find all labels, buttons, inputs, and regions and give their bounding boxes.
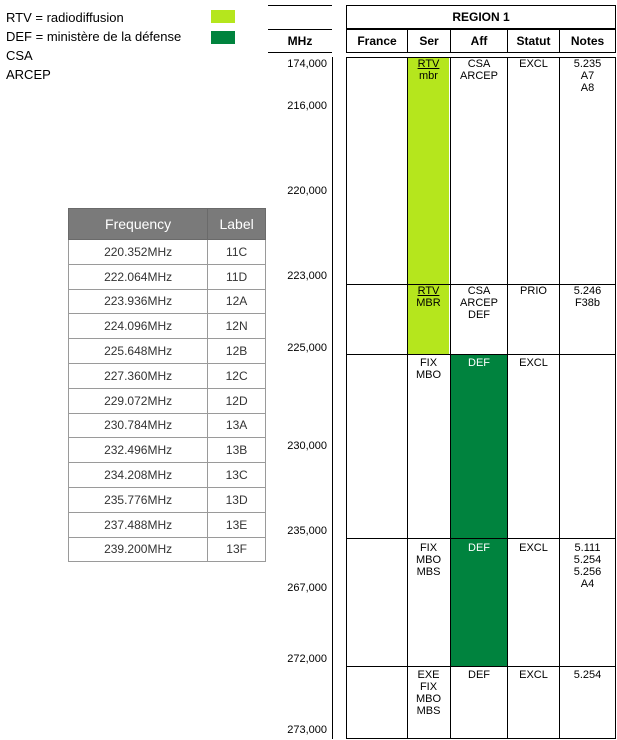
row1-ser: RTV mbr — [417, 58, 440, 82]
frequency-row: 239.200MHz 13F — [67, 536, 266, 563]
frequency-cell: 220.352MHz — [67, 239, 209, 265]
frequency-cell: 237.488MHz — [67, 511, 209, 538]
rtv-band-fill — [408, 58, 449, 354]
frequency-cell: 234.208MHz — [67, 462, 209, 488]
label-cell: 13A — [207, 412, 266, 439]
label-cell: 12B — [207, 338, 266, 364]
mhz-label: 273,000 — [287, 724, 327, 736]
row4-ser: FIX MBO MBS — [415, 542, 442, 578]
label-cell: 12C — [207, 362, 266, 389]
col-divider — [507, 57, 508, 739]
legend-rtv: RTV = radiodiffusion — [6, 10, 124, 25]
frequency-row: 237.488MHz 13E — [67, 511, 266, 538]
label-cell: 13F — [207, 536, 266, 563]
frequency-cell: 229.072MHz — [67, 387, 209, 414]
frequency-row: 230.784MHz 13A — [67, 412, 266, 439]
header-ser: Ser — [408, 30, 451, 52]
mhz-label: 223,000 — [287, 270, 327, 282]
legend-def: DEF = ministère de la défense — [6, 29, 182, 44]
mhz-label: 174,000 — [287, 58, 327, 70]
frequency-row: 232.496MHz 13B — [67, 437, 266, 464]
row1-notes: 5.235 A7 A8 — [573, 58, 602, 94]
label-cell: 12A — [207, 288, 266, 315]
row-divider — [346, 354, 616, 355]
row1-statut: EXCL — [519, 58, 548, 70]
row-divider — [346, 538, 616, 539]
row3-statut: EXCL — [519, 357, 548, 369]
row3-aff: DEF — [468, 357, 490, 369]
frequency-cell: 232.496MHz — [67, 437, 209, 464]
header-statut: Statut — [508, 30, 560, 52]
frequency-row: 222.064MHz 11D — [67, 263, 266, 290]
label-cell: 12D — [207, 387, 266, 414]
col-divider — [407, 57, 408, 739]
row4-statut: EXCL — [519, 542, 548, 554]
frequency-table: Frequency Label 220.352MHz 11C 222.064MHz 1… — [67, 208, 266, 563]
row4-notes: 5.111 5.254 5.256 A4 — [573, 542, 602, 590]
mhz-label: 267,000 — [287, 582, 327, 594]
label-cell: 12N — [207, 313, 266, 340]
row5-notes: 5.254 — [573, 669, 602, 681]
frequency-cell: 223.936MHz — [67, 288, 209, 315]
label-cell: 13C — [207, 462, 266, 488]
mhz-label: 220,000 — [287, 185, 327, 197]
row5-aff: DEF — [468, 669, 490, 681]
mhz-label: 225,000 — [287, 342, 327, 354]
mhz-column — [268, 57, 333, 739]
row4-aff: DEF — [468, 542, 490, 554]
frequency-row: 225.648MHz 12B — [67, 338, 266, 364]
row5-statut: EXCL — [519, 669, 548, 681]
header-france: France — [347, 30, 408, 52]
legend-arcep: ARCEP — [6, 67, 51, 82]
frequency-cell: 230.784MHz — [67, 412, 209, 439]
legend-def-swatch — [211, 31, 235, 44]
frequency-row: 234.208MHz 13C — [67, 462, 266, 488]
label-header: Label — [207, 208, 266, 240]
label-cell: 13B — [207, 437, 266, 464]
frequency-row: 227.360MHz 12C — [67, 362, 266, 389]
label-cell: 13E — [207, 511, 266, 538]
label-cell: 13D — [207, 486, 266, 513]
frequency-row: 224.096MHz 12N — [67, 313, 266, 340]
label-cell: 11D — [207, 263, 266, 290]
mhz-label: 230,000 — [287, 440, 327, 452]
legend-rtv-swatch — [211, 10, 235, 23]
region-header-row: France Ser Aff Statut Notes — [346, 29, 616, 53]
header-notes: Notes — [570, 34, 605, 48]
row2-aff: CSA ARCEP DEF — [460, 285, 498, 321]
row2-ser: RTV MBR — [416, 285, 441, 309]
frequency-cell: 239.200MHz — [67, 536, 209, 563]
mhz-label: 235,000 — [287, 525, 327, 537]
mhz-label: 272,000 — [287, 653, 327, 665]
def-band-fill — [451, 355, 507, 667]
mhz-top-border — [268, 5, 332, 6]
row2-notes: 5.246 F38b — [573, 285, 602, 309]
label-cell: 11C — [207, 239, 266, 265]
frequency-cell: 224.096MHz — [67, 313, 209, 340]
frequency-row: 220.352MHz 11C — [67, 239, 266, 265]
col-divider — [559, 57, 560, 739]
frequency-row: 229.072MHz 12D — [67, 387, 266, 414]
frequency-cell: 235.776MHz — [67, 486, 209, 513]
legend-csa: CSA — [6, 48, 33, 63]
frequency-row: 235.776MHz 13D — [67, 486, 266, 513]
frequency-header: Frequency — [67, 208, 209, 240]
frequency-cell: 222.064MHz — [67, 263, 209, 290]
row-divider — [346, 284, 616, 285]
row1-aff: CSA ARCEP — [460, 58, 498, 82]
region-body — [346, 57, 616, 739]
row5-ser: EXE FIX MBO MBS — [415, 669, 442, 717]
mhz-header: MHz — [268, 29, 332, 53]
frequency-cell: 227.360MHz — [67, 362, 209, 389]
row2-statut: PRIO — [520, 285, 547, 297]
frequency-row: 223.936MHz 12A — [67, 288, 266, 315]
row3-ser: FIX MBO — [415, 357, 442, 381]
frequency-cell: 225.648MHz — [67, 338, 209, 364]
region-title: REGION 1 — [346, 5, 616, 29]
header-aff: Aff — [451, 30, 508, 52]
row-divider — [346, 666, 616, 667]
mhz-label: 216,000 — [287, 100, 327, 112]
col-divider — [450, 57, 451, 739]
